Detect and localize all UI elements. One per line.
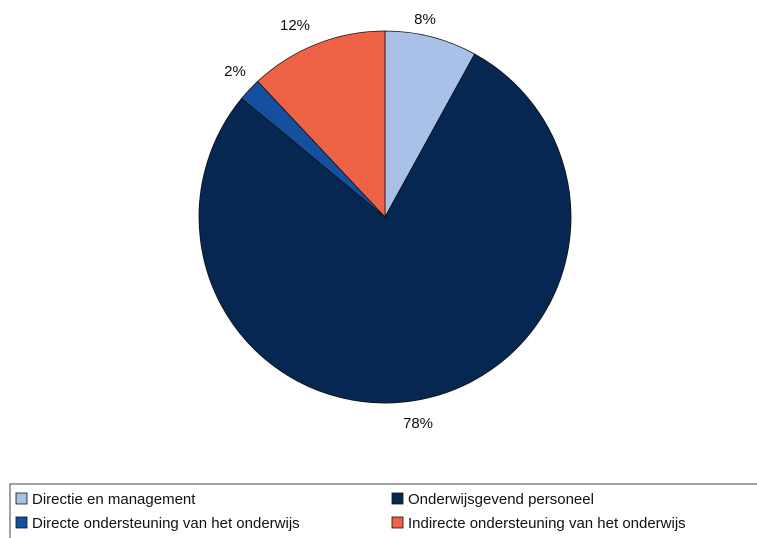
data-label-onderwijsgevend-personeel: 78%: [403, 415, 433, 432]
legend-frame: [9, 483, 757, 538]
pie-slice-onderwijsgevend-personeel: [198, 53, 572, 404]
pie-slice-indirecte-ondersteuning-van-het-onderwijs: [257, 30, 386, 219]
chart-legend: Directie en management Onderwijsgevend pe…: [9, 483, 757, 538]
legend-swatch-onderwijsgevend-personeel: [391, 492, 404, 505]
legend-label-directe-ondersteuning-van-het-onderwijs: Directe ondersteuning van het onderwijs: [32, 515, 300, 532]
pie-data-labels: 8% 78% 2% 12%: [224, 11, 436, 432]
data-label-directe-ondersteuning-van-het-onderwijs: 2%: [224, 63, 246, 80]
pie-slice-directie-en-management: [384, 30, 476, 218]
legend-swatch-indirecte-ondersteuning-van-het-onderwijs: [391, 516, 404, 529]
data-label-directie-en-management: 8%: [414, 11, 436, 28]
legend-label-indirecte-ondersteuning-van-het-onderwijs: Indirecte ondersteuning van het onderwij…: [408, 515, 686, 532]
legend-label-directie-en-management: Directie en management: [32, 491, 196, 508]
legend-label-onderwijsgevend-personeel: Onderwijsgevend personeel: [408, 491, 594, 508]
data-label-indirecte-ondersteuning-van-het-onderwijs: 12%: [280, 17, 310, 34]
legend-swatch-directe-ondersteuning-van-het-onderwijs: [15, 516, 28, 529]
pie-slices: [198, 30, 572, 404]
legend-swatch-directie-en-management: [15, 492, 28, 505]
